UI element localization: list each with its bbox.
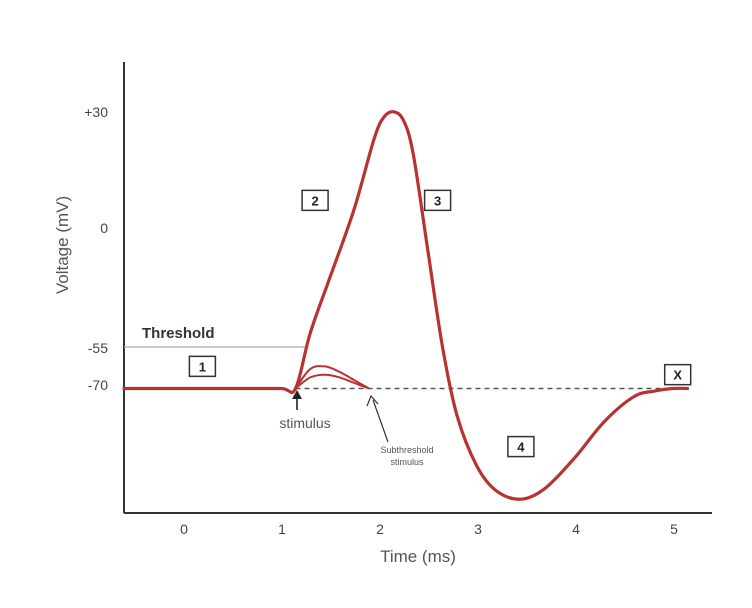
subthreshold-arrowhead-icon	[366, 394, 379, 407]
x-axis-title: Time (ms)	[380, 547, 456, 566]
subthreshold-annotation: Subthreshold stimulus	[366, 394, 434, 467]
stage-box-4: 4	[507, 435, 535, 458]
y-axis-title: Voltage (mV)	[53, 196, 72, 294]
stage-box-3: 3	[423, 189, 452, 212]
svg-text:3: 3	[434, 193, 441, 208]
series-line	[122, 110, 690, 501]
series-line	[294, 373, 370, 390]
svg-text:X: X	[673, 368, 682, 383]
svg-text:1: 1	[199, 359, 206, 374]
x-tick-label: 4	[572, 521, 580, 537]
stimulus-label: stimulus	[279, 415, 330, 431]
subthreshold-label-line2: stimulus	[390, 457, 424, 467]
threshold-label: Threshold	[142, 325, 215, 342]
stage-box-x: X	[663, 363, 692, 386]
x-tick-label: 3	[474, 521, 482, 537]
y-tick-labels: +30 0 -55 -70	[84, 104, 108, 393]
x-tick-label: 0	[180, 521, 188, 537]
y-tick-label: +30	[84, 104, 108, 120]
y-tick-label: 0	[100, 220, 108, 236]
stimulus-arrowhead-icon	[292, 390, 302, 399]
stage-box-2: 2	[301, 189, 329, 212]
subthreshold-arrow-icon	[372, 399, 389, 443]
series-line	[294, 365, 370, 390]
x-tick-label: 1	[278, 521, 286, 537]
subthreshold-label: Subthreshold	[380, 445, 433, 455]
y-tick-label: -70	[88, 377, 108, 393]
x-tick-label: 5	[670, 521, 678, 537]
x-tick-label: 2	[376, 521, 384, 537]
y-tick-label: -55	[88, 340, 108, 356]
svg-text:2: 2	[311, 193, 318, 208]
x-tick-labels: 0 1 2 3 4 5	[180, 521, 678, 537]
svg-text:4: 4	[517, 440, 525, 455]
stimulus-annotation: stimulus	[279, 390, 331, 431]
stage-box-1: 1	[188, 355, 217, 378]
